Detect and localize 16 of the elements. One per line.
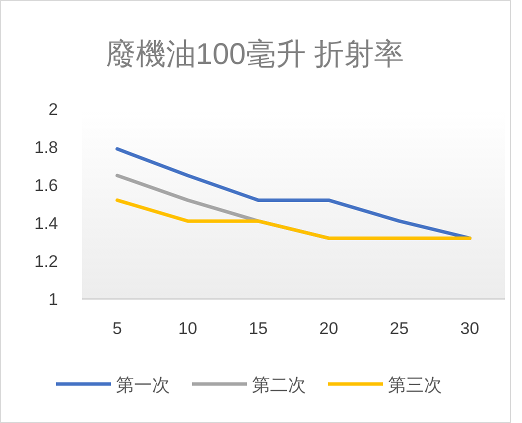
legend-label: 第二次 [252,375,306,395]
y-tick-label: 1.4 [34,214,58,233]
legend-label: 第三次 [388,375,442,395]
y-tick-label: 1 [48,290,58,309]
y-tick-label: 1.6 [34,176,58,195]
y-tick-label: 1.2 [34,252,58,271]
x-tick-label: 15 [248,319,268,338]
x-tick-label: 30 [460,319,480,338]
x-tick-label: 10 [178,319,198,338]
x-tick-label: 25 [390,319,409,338]
x-tick-label: 20 [319,319,338,338]
legend-label: 第一次 [116,375,170,395]
y-tick-label: 2 [48,100,58,119]
y-tick-label: 1.8 [34,138,58,157]
x-tick-label: 5 [112,319,122,338]
chart-title: 廢機油100毫升 折射率 [106,38,404,71]
